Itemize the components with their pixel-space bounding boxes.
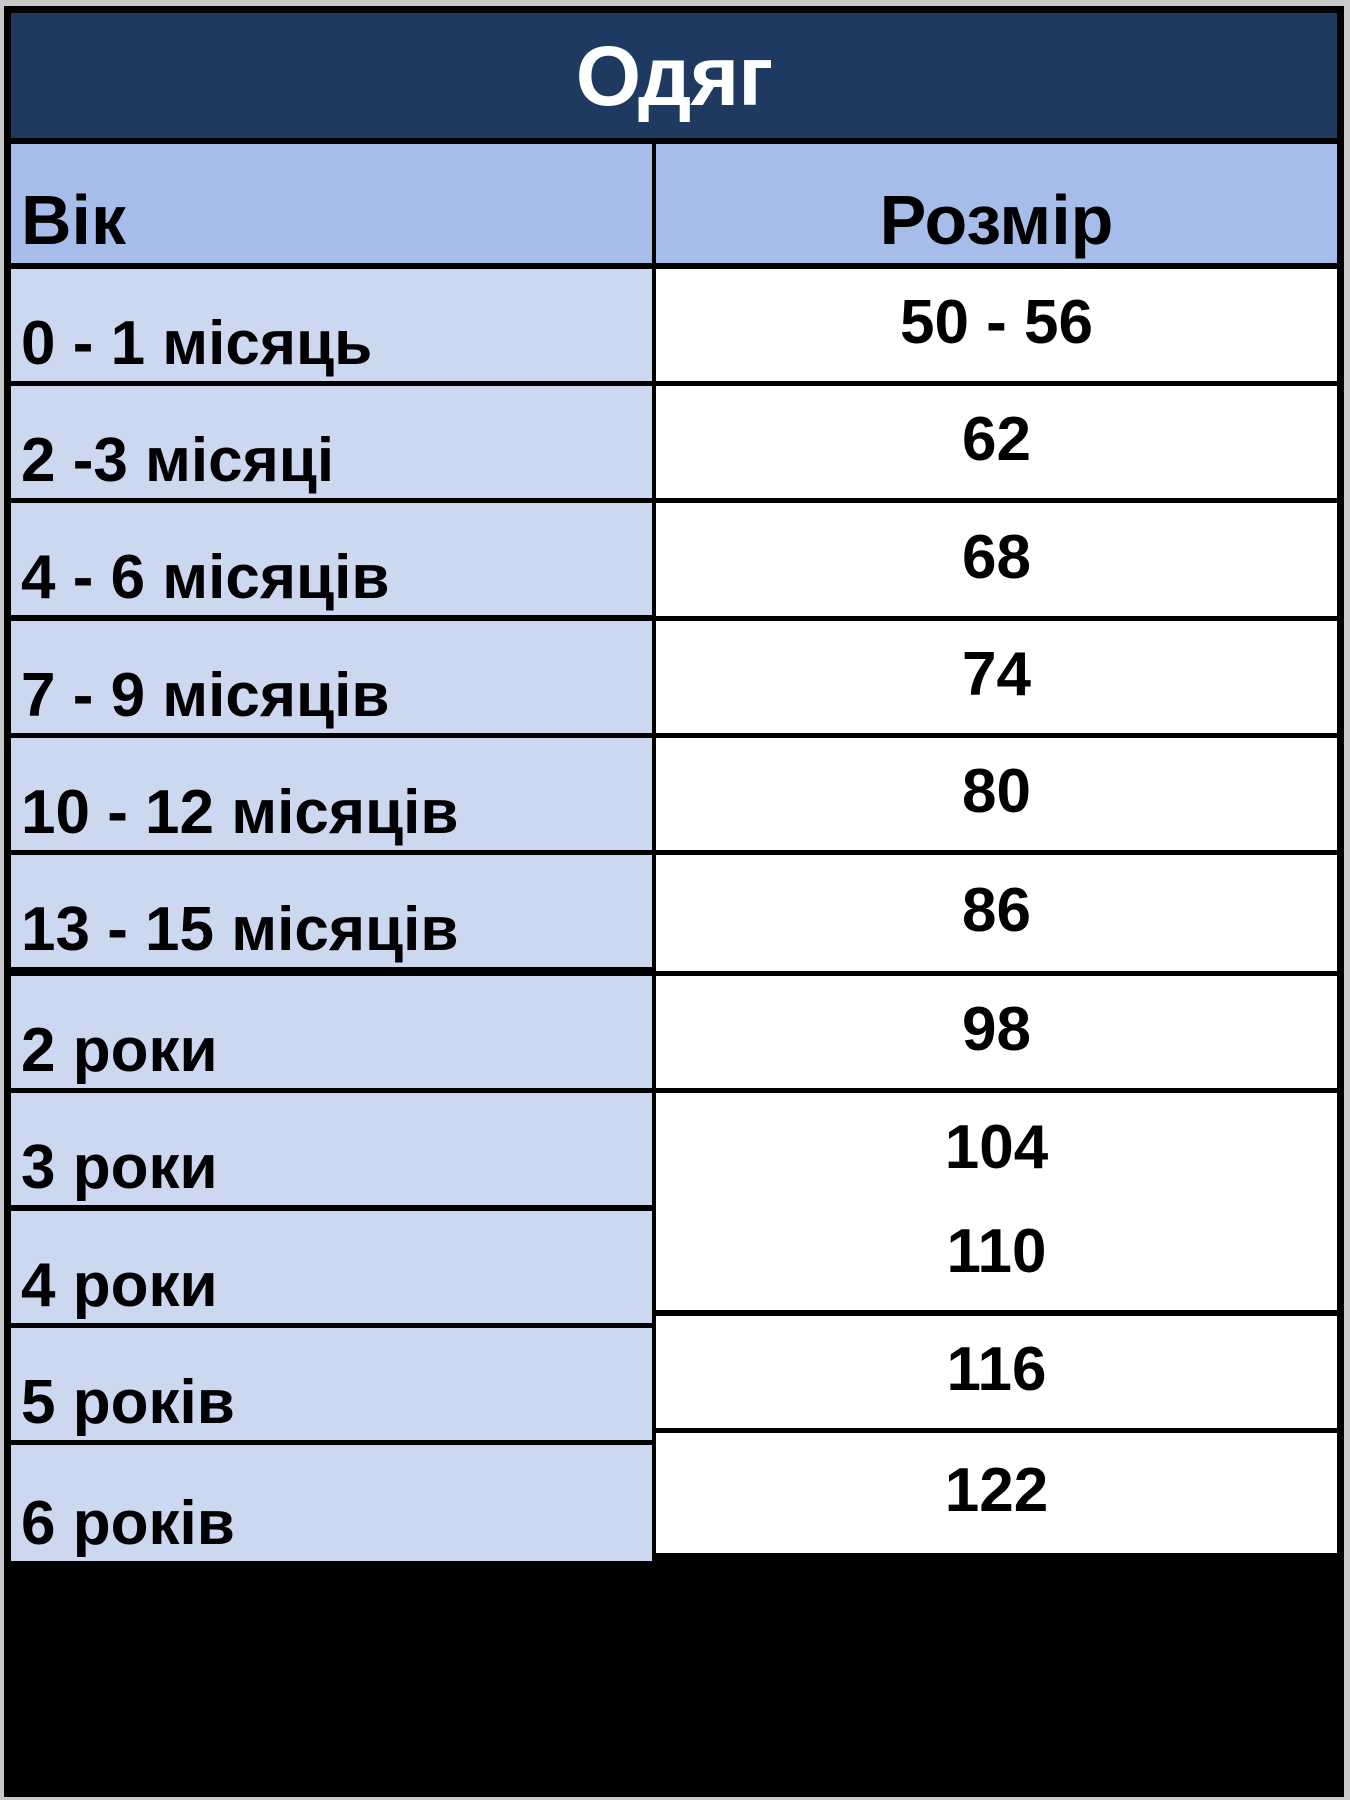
table-row: 98 (656, 976, 1337, 1088)
age-cell-value: 7 - 9 місяців (21, 661, 390, 730)
size-cell-value: 50 - 56 (899, 288, 1094, 357)
table-row: 4 - 6 місяців (11, 503, 652, 615)
size-cell-value: 74 (962, 640, 1031, 709)
age-cell-value: 2 роки (21, 1016, 218, 1085)
table-row: 86 (656, 855, 1337, 971)
table-row: 116 (656, 1316, 1337, 1428)
table-row: 50 - 56 (656, 269, 1337, 381)
age-cell-value: 0 - 1 місяць (21, 309, 373, 378)
size-cell-value: 98 (962, 995, 1031, 1064)
size-cell-value: 104 (944, 1112, 1049, 1182)
column-header-size: Розмір (656, 144, 1337, 263)
size-cell-value: 122 (944, 1456, 1049, 1525)
table-title-bar: Одяг (11, 13, 1337, 138)
table-row: 80 (656, 738, 1337, 850)
age-cell-value: 6 років (21, 1489, 235, 1558)
size-chart-table: Одяг Вік Розмір 0 - 1 місяць 50 - 56 2 -3 … (4, 6, 1344, 1797)
table-row: 13 - 15 місяців (11, 855, 652, 967)
table-row: 7 - 9 місяців (11, 621, 652, 733)
column-header-size-label: Розмір (879, 181, 1114, 260)
table-row: 4 роки (11, 1211, 652, 1323)
table-title: Одяг (575, 28, 774, 123)
table-row: 62 (656, 386, 1337, 498)
age-cell-value: 10 - 12 місяців (21, 778, 459, 847)
table-body: Одяг Вік Розмір 0 - 1 місяць 50 - 56 2 -3 … (11, 13, 1337, 1790)
age-cell-value: 3 роки (21, 1133, 218, 1202)
age-cell-value: 2 -3 місяці (21, 426, 335, 495)
age-cell-value: 4 - 6 місяців (21, 543, 390, 612)
size-cell-value: 62 (962, 405, 1031, 474)
table-row: 2 -3 місяці (11, 386, 652, 498)
size-cell-value: 80 (962, 757, 1031, 826)
table-row: 3 роки (11, 1093, 652, 1205)
size-cell-value: 110 (946, 1217, 1047, 1286)
table-row: 10 - 12 місяців (11, 738, 652, 850)
table-row: 74 (656, 621, 1337, 733)
size-cell-value: 68 (962, 522, 1031, 592)
column-header-age-label: Вік (21, 181, 127, 260)
table-row: 5 років (11, 1328, 652, 1440)
table-row: 0 - 1 місяць (11, 269, 652, 381)
table-row: 110 (656, 1198, 1337, 1310)
table-row: 104 (656, 1093, 1337, 1206)
age-cell-value: 5 років (21, 1368, 235, 1437)
table-row: 68 (656, 503, 1337, 616)
size-cell-value: 116 (946, 1335, 1047, 1404)
age-cell-value: 13 - 15 місяців (21, 895, 459, 964)
table-row: 2 роки (11, 976, 652, 1088)
table-row: 122 (656, 1433, 1337, 1553)
age-cell-value: 4 роки (21, 1251, 218, 1320)
table-row: 6 років (11, 1445, 652, 1561)
size-cell-value: 86 (962, 876, 1031, 945)
column-header-age: Вік (11, 144, 652, 263)
